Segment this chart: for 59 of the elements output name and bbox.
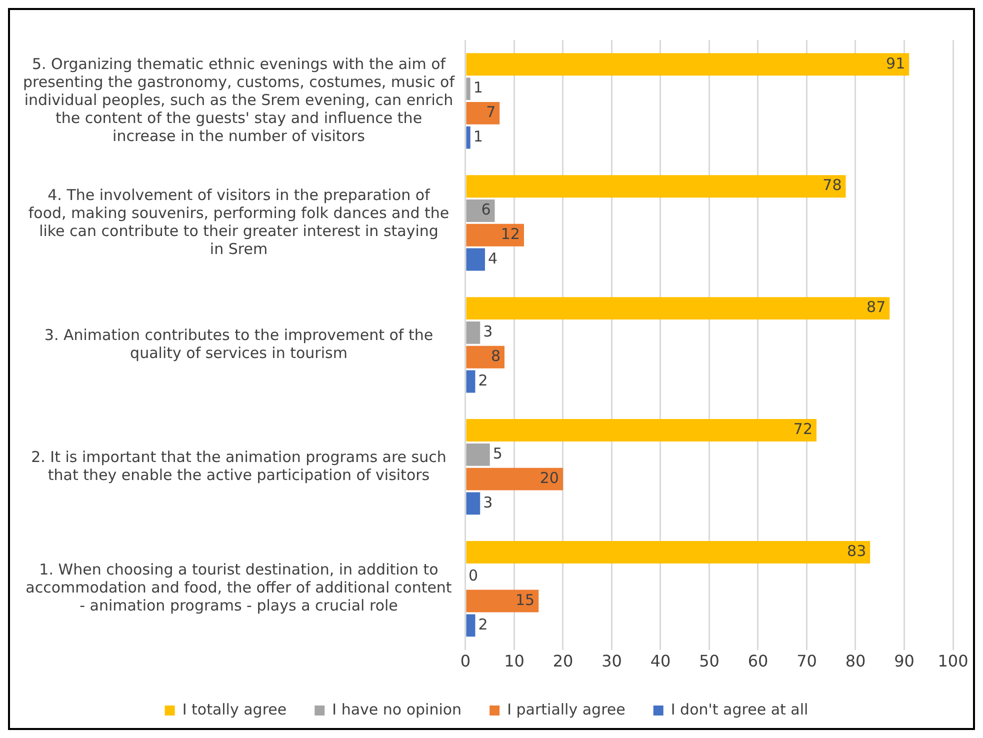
bar [466, 224, 524, 246]
x-tick-label: 40 [650, 652, 671, 671]
data-label: 91 [886, 54, 906, 72]
x-tick-label: 70 [796, 652, 817, 671]
x-tick-label: 80 [845, 652, 866, 671]
data-label: 15 [516, 590, 535, 609]
bar [466, 297, 890, 320]
data-label: 12 [500, 225, 520, 244]
data-label: 87 [866, 298, 886, 316]
data-label: 3 [483, 322, 493, 341]
legend-label: I partially agree [507, 700, 626, 718]
bar [466, 492, 480, 515]
x-tick-label: 30 [602, 652, 622, 671]
data-label: 0 [468, 566, 478, 585]
bar [466, 419, 816, 442]
bar [466, 346, 504, 368]
data-label: 8 [490, 346, 500, 365]
data-label: 2 [478, 615, 488, 634]
data-label: 1 [473, 78, 483, 97]
data-label: 2 [478, 371, 488, 390]
data-label: 4 [488, 249, 498, 268]
legend-label: I don't agree at all [670, 700, 808, 718]
data-label: 6 [481, 200, 491, 219]
y-tick-label: 3. Animation contributes to the improvement of the quality of services in tourism [44, 326, 434, 362]
bar [466, 321, 480, 344]
legend-label: I totally agree [182, 700, 287, 718]
x-tick-label: 0 [460, 652, 471, 671]
data-label: 1 [473, 127, 483, 146]
y-tick-label: 4. The involvement of visitors in the preparation of food, making souvenirs, performing folk dances and the like can contribute to their greater interest in staying in Srem [28, 186, 450, 258]
bar [466, 468, 563, 490]
x-tick-label: 20 [552, 652, 574, 671]
bar [466, 443, 490, 466]
bar [466, 248, 485, 271]
bar [466, 126, 470, 149]
x-tick-label: 60 [748, 652, 768, 671]
data-label: 20 [540, 468, 559, 487]
x-tick-label: 90 [894, 652, 914, 671]
bar [466, 102, 500, 124]
data-label: 7 [486, 103, 496, 122]
legend-label: I have no opinion [332, 700, 462, 718]
bar [466, 78, 470, 100]
x-tick-label: 100 [938, 652, 968, 671]
bar [466, 175, 846, 198]
bar [466, 53, 910, 76]
data-label: 83 [847, 542, 866, 560]
bar [466, 200, 495, 222]
x-tick-label: 10 [504, 652, 524, 671]
data-label: 5 [492, 444, 502, 463]
y-tick-label: 5. Organizing thematic ethnic evenings with the aim of presenting the gastronomy, customs, costumes, music of individual peoples, such as the Srem evening, can enrich the content of the guests' stay and influence the increase in the number of visitors [23, 54, 456, 145]
bar [466, 614, 476, 637]
bar [466, 370, 476, 393]
data-label: 3 [483, 493, 493, 512]
y-tick-label: 2. It is important that the animation programs are such that they enable the active participation of visitors [31, 448, 446, 484]
data-label: 72 [793, 420, 812, 438]
x-tick-label: 50 [699, 652, 720, 671]
data-label: 78 [822, 176, 842, 194]
bar [466, 541, 870, 564]
bar [466, 590, 539, 612]
y-tick-label: 1. When choosing a tourist destination, in addition to accommodation and food, the offer of additional content - animation programs - plays a crucial role [26, 560, 452, 615]
